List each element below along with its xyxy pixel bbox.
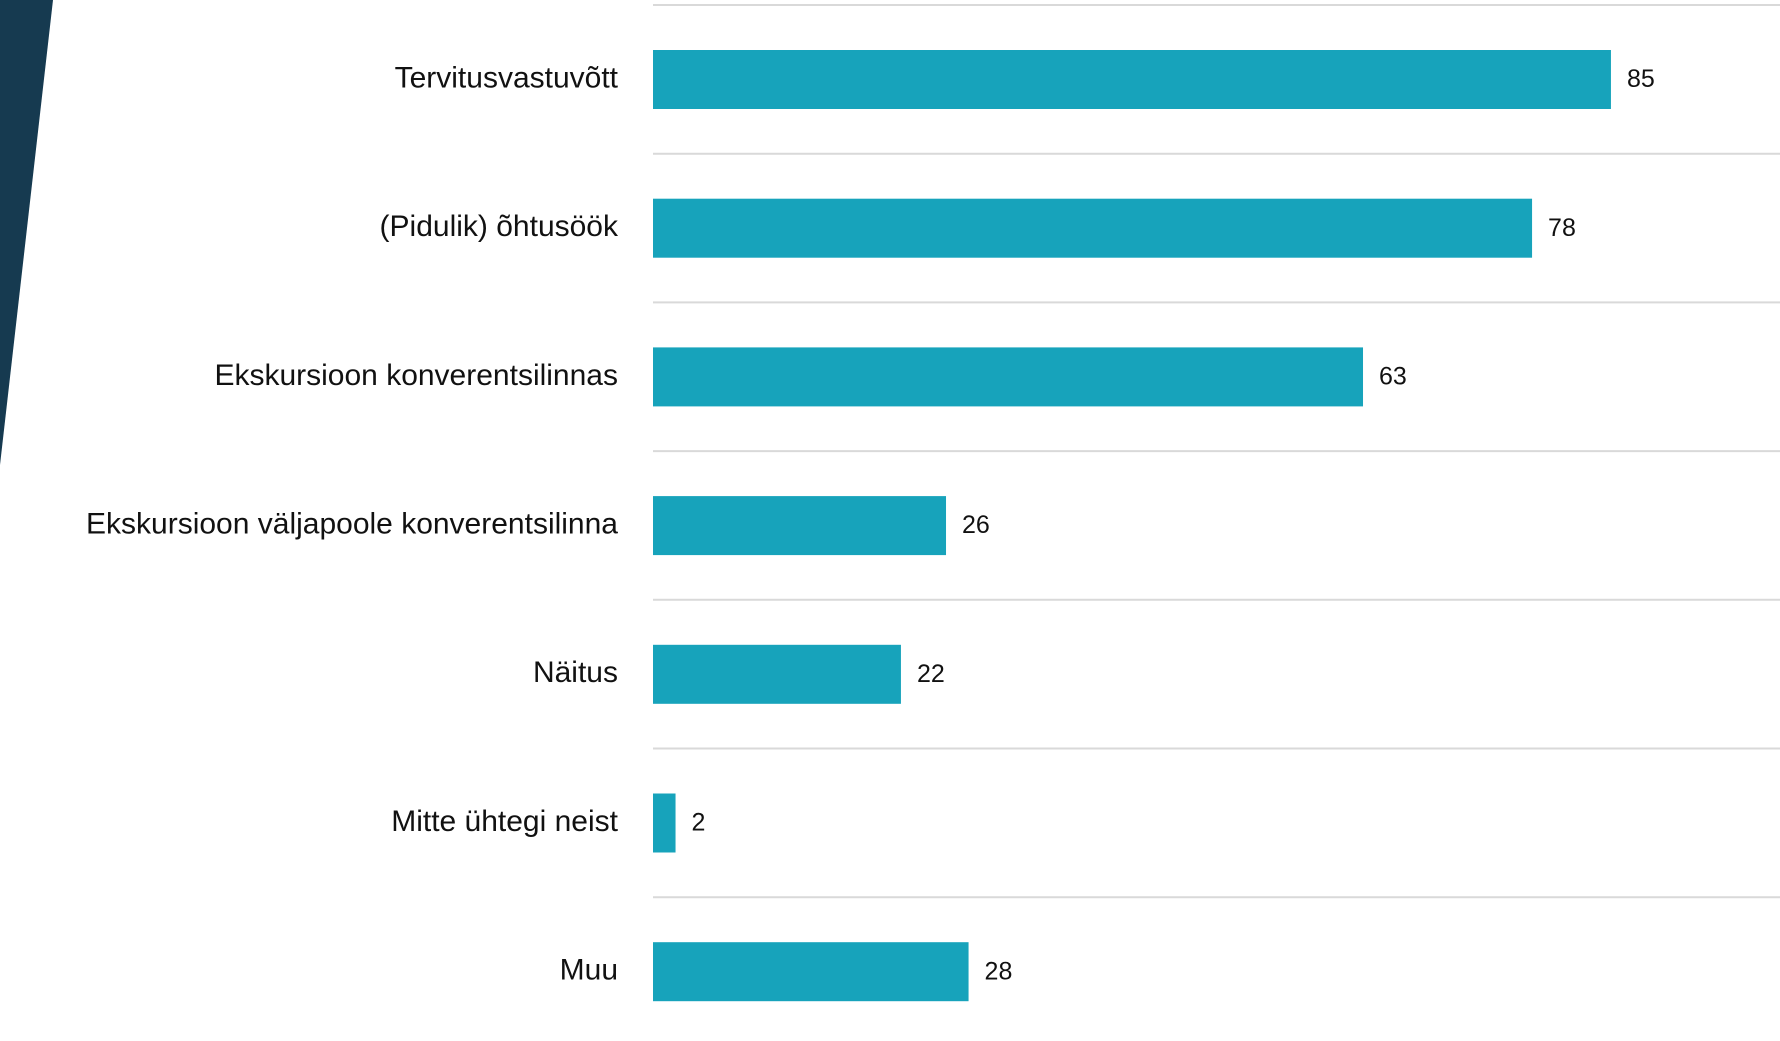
value-label: 28 — [985, 957, 1013, 985]
bar — [653, 942, 969, 1002]
bar — [653, 198, 1533, 258]
bar — [653, 50, 1611, 109]
category-label: Ekskursioon konverentsilinnas — [214, 359, 618, 392]
bar — [653, 644, 901, 704]
decoration — [0, 0, 53, 465]
bar — [653, 496, 947, 556]
category-label: Muu — [560, 954, 618, 987]
bar — [653, 347, 1364, 407]
category-label: (Pidulik) õhtusöök — [380, 210, 619, 243]
category-label: Tervitusvastuvõtt — [395, 61, 619, 94]
value-label: 2 — [692, 809, 706, 837]
category-label: Näitus — [533, 656, 618, 689]
value-label: 26 — [962, 511, 990, 539]
category-label: Ekskursioon väljapoole konverentsilinna — [86, 508, 618, 541]
bar — [653, 793, 676, 853]
category-label: Mitte ühtegi neist — [391, 805, 618, 838]
value-label: 85 — [1627, 65, 1655, 93]
value-label: 78 — [1548, 214, 1576, 242]
value-label: 22 — [917, 660, 945, 688]
value-label: 63 — [1379, 363, 1407, 391]
